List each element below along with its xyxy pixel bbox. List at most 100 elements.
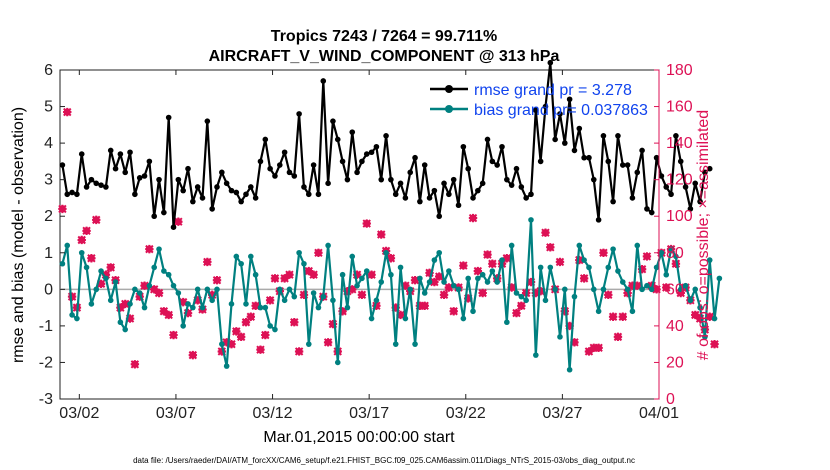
bias-point [209,297,215,304]
bias-point [383,249,389,256]
obs-assimilated-point [604,290,613,300]
obs-assimilated-point [280,274,289,283]
rmse-point [339,158,346,165]
rmse-point [363,151,370,157]
bias-point [702,334,708,340]
obs-assimilated-point [488,259,497,268]
obs-assimilated-point [348,285,357,294]
obs-assimilated-point [178,297,188,307]
obs-assimilated-point [449,307,458,316]
obs-assimilated-point [149,285,159,294]
obs-assimilated-point [256,345,265,354]
bias-point [407,286,414,293]
rmse-point [663,184,670,190]
obs-assimilated-point [357,290,367,300]
rmse-point [296,111,302,117]
bias-point [252,271,259,278]
bias-point [663,271,670,278]
rmse-point [88,176,95,183]
bias-point [185,301,191,307]
bias-point [146,282,153,289]
rmse-point [595,217,602,223]
obs-assimilated-point [599,248,608,257]
bias-point [359,275,365,282]
obs-assimilated-point [227,339,236,349]
bias-point [199,304,206,311]
rmse-point [706,165,713,172]
obs-assimilated-point [304,266,313,276]
bias-point [310,290,317,296]
obs-assimilated-point [154,288,164,298]
rmse-point [470,195,476,201]
rmse-point [692,180,699,187]
bias-point [243,301,249,307]
rmse-point [310,162,317,168]
bias-point [141,304,148,311]
bias-point [673,253,679,260]
bias-point [494,279,500,285]
bias-point [528,217,534,223]
obs-assimilated-point [541,228,550,237]
rmse-point [562,140,568,146]
rmse-point [301,184,307,190]
rmse-point [136,175,143,181]
obs-assimilated-point [570,338,579,347]
rmse-point [397,180,404,187]
bias-point [615,268,621,274]
bias-point [78,249,85,256]
rmse-point [479,180,486,187]
bias-point [624,286,631,293]
bias-point [248,253,254,260]
rmse-point [291,173,298,179]
rmse-point [639,147,645,154]
obs-assimilated-point [236,332,246,342]
obs-assimilated-point [82,226,91,236]
x-axis-label: Mar.01,2015 00:00:00 start [263,429,455,446]
rmse-point [320,78,327,84]
bias-point [504,319,510,326]
bias-point [291,293,298,300]
obs-assimilated-point [352,270,362,279]
obs-assimilated-point [425,268,434,278]
rmse-point [349,129,356,135]
rmse-point [272,173,278,179]
rmse-point [383,133,389,139]
obs-assimilated-point [512,308,521,318]
rmse-point [557,111,563,117]
rmse-point [214,184,220,190]
rmse-point [103,184,109,190]
rmse-point [586,154,592,161]
obs-assimilated-point [507,283,516,292]
rmse-point [281,149,288,156]
obs-assimilated-point [502,254,512,263]
bias-point [479,271,486,278]
rmse-point [388,176,394,183]
rmse-point [412,154,418,161]
bias-point [392,341,399,347]
bias-point [484,279,491,285]
obs-assimilated-point [531,288,541,298]
rmse-point [533,107,539,114]
y2-tick-label: 80 [666,245,684,262]
x-tick-label: 03/17 [349,405,389,422]
bias-point [668,246,674,252]
bias-point [349,253,356,260]
obs-assimilated-point [188,350,198,360]
bias-point [397,264,404,271]
rmse-point [513,165,520,172]
obs-assimilated-point [338,307,347,316]
obs-assimilated-point [164,310,173,320]
rmse-point [460,143,467,150]
rmse-point [682,184,689,190]
legend-bias-label: bias grand pr= 0.037863 [474,102,648,119]
rmse-point [330,118,336,124]
y-tick-label: 6 [44,62,53,79]
obs-assimilated-point [135,292,144,301]
bias-point [489,268,496,274]
rmse-series [59,59,713,230]
bias-point [83,264,90,271]
obs-assimilated-point [468,213,478,223]
obs-assimilated-point [140,281,149,290]
rmse-point [489,158,496,165]
bias-point [706,257,713,263]
